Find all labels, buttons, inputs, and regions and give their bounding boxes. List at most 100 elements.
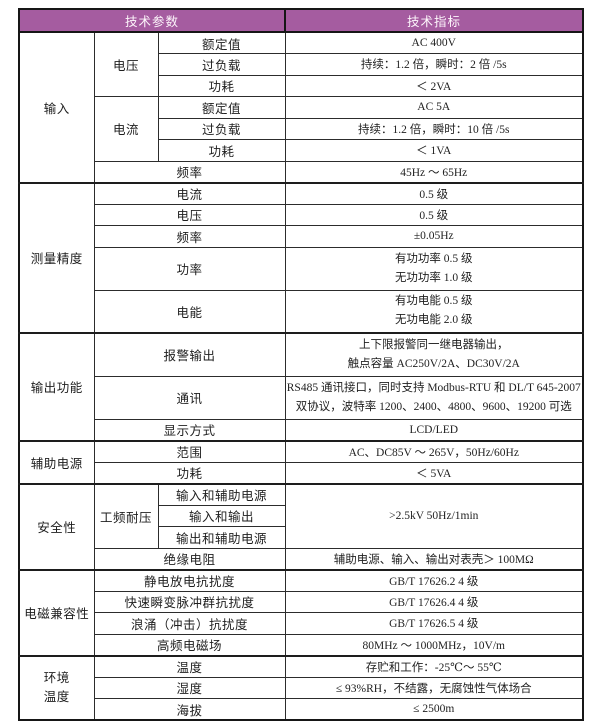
value-line: 有功电能 0.5 级 (394, 295, 473, 308)
table-header-row: 技术参数 技术指标 (18, 8, 584, 33)
param-cell: 电能 (93, 289, 286, 334)
group-cell: 输入 (18, 31, 95, 183)
table-row: 海拔 ≤ 2500m (19, 698, 584, 721)
table-row: 过负载 持续：1.2 倍，瞬时：10 倍 /5s (19, 117, 584, 140)
table-row: 输出和辅助电源 (19, 526, 583, 549)
param-cell: 电压 (93, 203, 286, 226)
table-row: 输出功能 报警输出 上下限报警同一继电器输出， 触点容量 AC250V/2A、DC30… (18, 332, 584, 441)
table-row: 电流 额定值 AC 5A (19, 96, 584, 162)
value-cell: GB/T 17626.4 4 级 (284, 590, 584, 613)
value-line: 双协议，波特率 1200、2400、4800、9600、19200 可选 (295, 400, 572, 413)
param-cell: 温度 (93, 654, 286, 678)
value-line: 触点容量 AC250V/2A、DC30V/2A (347, 357, 520, 370)
header-cell-params: 技术参数 (18, 8, 286, 33)
value-cell: LCD/LED (284, 418, 584, 441)
param-cell: 报警输出 (93, 332, 286, 377)
param-cell: 功率 (93, 246, 286, 291)
table-row: 测量精度 电流 0.5 级 (18, 181, 584, 334)
param-cell: 绝缘电阻 (93, 547, 286, 570)
table-row: 环境 温度 温度 存贮和工作：-25℃～ 55℃ (18, 654, 584, 721)
table-row: 安全性 工频耐压 输入和辅助电源 >2.5kV 50Hz/1min (18, 482, 584, 570)
table-row: 电压 0.5 级 (19, 203, 584, 226)
value-cell: 存贮和工作：-25℃～ 55℃ (284, 654, 584, 678)
table-row: 辅助电源 范围 AC、DC85V ～ 265V，50Hz/60Hz (18, 439, 584, 484)
value-cell: 有功功率 0.5 级无功功率 1.0 级 (284, 246, 584, 291)
value-cell: 辅助电源、输入、输出对表壳＞ 100MΩ (284, 547, 584, 570)
param-cell: 过负载 (157, 53, 286, 76)
param-cell: 输出和辅助电源 (157, 526, 286, 549)
value-cell: GB/T 17626.2 4 级 (284, 568, 584, 592)
value-cell: RS485 通讯接口，同时支持 Modbus-RTU 和 DL/T 645-20… (284, 375, 584, 420)
spec-page: 技术参数 技术指标 输入 电压 额定值 AC 400V 过负载 持续：1.2 倍，瞬时：2… (18, 8, 584, 721)
param-cell: 快速瞬变脉冲群抗扰度 (93, 590, 286, 613)
param-cell: 频率 (93, 225, 286, 248)
param-cell: 过负载 (157, 117, 286, 140)
value-cell: 持续：1.2 倍，瞬时：2 倍 /5s (284, 53, 584, 76)
table-row: 功耗＜ 5VA (19, 461, 584, 484)
param-cell: 功耗 (157, 139, 286, 162)
sub-cell: 电压 (93, 31, 159, 97)
param-cell: 功耗 (157, 74, 286, 97)
param-cell: 范围 (93, 439, 286, 463)
value-cell: ＜ 5VA (284, 461, 584, 484)
table-row: 快速瞬变脉冲群抗扰度 GB/T 17626.4 4 级 (19, 590, 584, 613)
value-cell: ±0.05Hz (284, 225, 584, 248)
group-cell: 辅助电源 (18, 439, 95, 484)
value-cell: GB/T 17626.5 4 级 (284, 612, 584, 635)
group-cell: 输出功能 (18, 332, 95, 441)
value-cell: ≤ 93%RH，不结露，无腐蚀性气体场合 (284, 676, 584, 699)
table-row: 输入和输出 (19, 504, 583, 527)
value-line: 有功功率 0.5 级 (394, 252, 473, 265)
table-row: 湿度 ≤ 93%RH，不结露，无腐蚀性气体场合 (19, 676, 584, 699)
sub-cell: 电流 (93, 96, 159, 162)
group-cell: 环境 温度 (18, 654, 95, 721)
param-cell: 功耗 (93, 461, 286, 484)
sub-cell: 工频耐压 (93, 482, 159, 549)
param-cell: 输入和辅助电源 (157, 482, 286, 506)
value-cell: 持续：1.2 倍，瞬时：10 倍 /5s (284, 117, 584, 140)
spec-table-body: 输入 电压 额定值 AC 400V 过负载 持续：1.2 倍，瞬时：2 倍 /5s 功耗＜ … (18, 31, 584, 721)
table-row: 频率 ±0.05Hz (19, 225, 584, 248)
value-line: 上下限报警同一继电器输出， (359, 338, 509, 351)
table-row: 功率 有功功率 0.5 级无功功率 1.0 级 (19, 246, 584, 291)
param-cell: 静电放电抗扰度 (93, 568, 286, 592)
spec-table: 技术参数 技术指标 输入 电压 额定值 AC 400V 过负载 持续：1.2 倍，瞬时：2… (18, 8, 584, 721)
value-cell: ≤ 2500m (284, 698, 584, 721)
table-row: 高频电磁场 80MHz ～ 1000MHz，10V/m (19, 633, 584, 656)
param-cell: 海拔 (93, 698, 286, 721)
param-cell: 显示方式 (93, 418, 286, 441)
param-cell: 浪涌（冲击）抗扰度 (93, 612, 286, 635)
param-cell: 湿度 (93, 676, 286, 699)
value-cell: 0.5 级 (284, 203, 584, 226)
param-cell: 额定值 (157, 96, 286, 119)
value-cell: 80MHz ～ 1000MHz，10V/m (284, 633, 584, 656)
value-cell: AC 400V (284, 31, 584, 54)
group-cell: 安全性 (18, 482, 95, 570)
value-cell: 45Hz ～ 65Hz (284, 160, 584, 183)
param-cell: 通讯 (93, 375, 286, 420)
group-label-line: 温度 (43, 689, 70, 704)
value-cell: ＜ 2VA (284, 74, 584, 97)
table-row: 绝缘电阻 辅助电源、输入、输出对表壳＞ 100MΩ (19, 547, 584, 570)
table-row: 浪涌（冲击）抗扰度 GB/T 17626.5 4 级 (19, 612, 584, 635)
value-cell: 上下限报警同一继电器输出， 触点容量 AC250V/2A、DC30V/2A (284, 332, 584, 377)
param-cell: 输入和输出 (157, 504, 286, 527)
value-cell: AC、DC85V ～ 265V，50Hz/60Hz (284, 439, 584, 463)
value-cell: ＜ 1VA (284, 139, 584, 162)
table-row: 频率 45Hz ～ 65Hz (19, 160, 584, 183)
value-cell: 0.5 级 (284, 181, 584, 205)
group-cell: 电磁兼容性 (18, 568, 95, 656)
param-cell: 额定值 (157, 31, 286, 54)
table-row: 功耗＜ 2VA (19, 74, 584, 97)
value-line: 无功电能 2.0 级 (394, 314, 473, 327)
group-cell: 测量精度 (18, 181, 95, 334)
table-row: 通讯 RS485 通讯接口，同时支持 Modbus-RTU 和 DL/T 645-… (19, 375, 584, 420)
table-row: 显示方式 LCD/LED (19, 418, 584, 441)
table-row: 电磁兼容性 静电放电抗扰度 GB/T 17626.2 4 级 (18, 568, 584, 656)
value-cell: AC 5A (284, 96, 584, 119)
param-cell: 高频电磁场 (93, 633, 286, 656)
table-row: 过负载 持续：1.2 倍，瞬时：2 倍 /5s (19, 53, 584, 76)
value-line: 无功功率 1.0 级 (394, 271, 473, 284)
value-cell: 有功电能 0.5 级无功电能 2.0 级 (284, 289, 584, 334)
group-label-line: 环境 (43, 670, 70, 685)
